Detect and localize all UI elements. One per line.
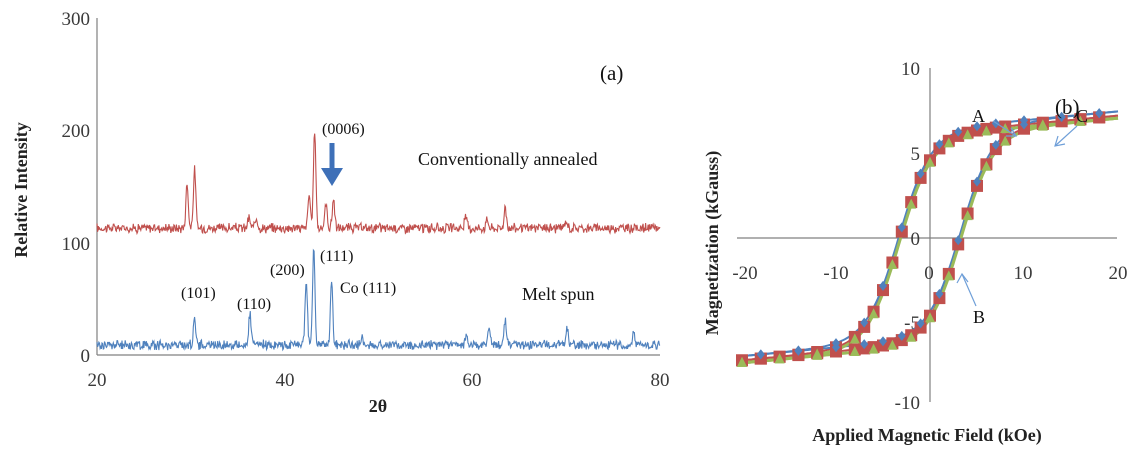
marker-b-asc-17 xyxy=(954,235,963,246)
panel-a-xtick-80: 80 xyxy=(651,370,670,391)
peak-label-101: (101) xyxy=(181,285,216,302)
curve-label-b: B xyxy=(973,307,985,327)
marker-b-desc-7 xyxy=(860,317,869,328)
marker-c-asc-16 xyxy=(943,270,954,281)
marker-b-asc-7 xyxy=(860,339,869,350)
series-melt-spun xyxy=(96,248,661,352)
panel-b-ytick-neg10: -10 xyxy=(895,393,920,414)
marker-b-desc-15 xyxy=(935,139,944,150)
marker-b-desc-17 xyxy=(954,126,963,137)
marker-c-desc-10 xyxy=(887,258,898,269)
marker-b-desc-27 xyxy=(1095,108,1104,119)
arrow-icon xyxy=(1054,125,1078,147)
panel-b-ytick-0: 0 xyxy=(911,229,921,250)
marker-b-asc-13 xyxy=(916,318,925,329)
marker-b-asc-11 xyxy=(897,330,906,341)
marker-c-desc-16 xyxy=(943,137,954,148)
panel-b-ytick-10: 10 xyxy=(901,59,920,80)
arrow-icon xyxy=(992,120,1018,137)
marker-b-desc-23 xyxy=(1020,115,1028,126)
panel-b: 10 5 0 -5 -10 -20 -10 0 10 20 Magnetizat… xyxy=(702,59,1128,446)
marker-b-asc-15 xyxy=(935,288,944,299)
marker-c-desc-18 xyxy=(962,129,973,140)
marker-b-desc-9 xyxy=(879,280,887,291)
panel-a-x-axis-label: 2θ xyxy=(369,396,387,416)
marker-c-desc-26 xyxy=(1075,115,1086,126)
marker-c-asc-8 xyxy=(868,343,879,354)
marker-c-desc-6 xyxy=(849,333,860,344)
panel-a-label: (a) xyxy=(600,61,623,85)
panel-a-ytick-0: 0 xyxy=(81,346,91,367)
panel-a-ytick-100: 100 xyxy=(62,234,91,255)
marker-c-asc-6 xyxy=(849,346,860,357)
panel-a-xtick-20: 20 xyxy=(88,370,107,391)
peak-label-co-111: Co (111) xyxy=(340,280,396,297)
marker-c-desc-4 xyxy=(812,348,823,359)
marker-c-desc-8 xyxy=(868,308,879,319)
marker-c-asc-18 xyxy=(962,210,973,221)
series-label-melt-spun: Melt spun xyxy=(522,284,595,304)
panel-a: 0 100 200 300 20 40 60 80 Relative Inten… xyxy=(11,9,670,416)
marker-b-asc-9 xyxy=(879,336,887,347)
marker-c-desc-12 xyxy=(906,198,917,209)
panel-a-xtick-60: 60 xyxy=(463,370,482,391)
marker-c-asc-22 xyxy=(1000,135,1011,146)
curve-label-c: C xyxy=(1076,106,1088,126)
panel-b-label: (b) xyxy=(1055,95,1080,119)
panel-b-xtick-20: 20 xyxy=(1109,263,1128,284)
series-conventionally-annealed xyxy=(96,133,661,236)
peak-label-200: (200) xyxy=(270,262,305,279)
panel-a-xtick-40: 40 xyxy=(276,370,295,391)
marker-b-asc-21 xyxy=(991,139,1000,150)
marker-c-asc-12 xyxy=(906,331,917,342)
marker-b-desc-1 xyxy=(756,349,765,360)
arrow-icon xyxy=(321,143,343,186)
arrow-icon xyxy=(956,272,977,307)
marker-b-desc-3 xyxy=(794,345,803,356)
marker-c-desc-24 xyxy=(1037,119,1048,130)
marker-b-desc-13 xyxy=(916,168,925,179)
marker-b-asc-19 xyxy=(973,176,981,187)
hysteresis-markers xyxy=(736,108,1106,367)
marker-c-asc-20 xyxy=(981,160,992,171)
peak-label-0006: (0006) xyxy=(322,121,365,138)
marker-c-asc-10 xyxy=(887,339,898,350)
panel-b-xtick-10: 10 xyxy=(1014,263,1033,284)
panel-a-ytick-200: 200 xyxy=(62,121,91,142)
series-label-conventionally-annealed: Conventionally annealed xyxy=(418,149,597,169)
panel-b-xtick-neg10: -10 xyxy=(823,263,848,284)
marker-b-desc-5 xyxy=(832,338,840,349)
panel-b-xtick-0: 0 xyxy=(924,263,934,284)
marker-c-desc-2 xyxy=(774,353,785,364)
panel-b-xtick-neg20: -20 xyxy=(732,263,757,284)
marker-b-desc-19 xyxy=(973,121,981,132)
panel-a-ytick-300: 300 xyxy=(62,9,91,30)
panel-b-x-axis-label: Applied Magnetic Field (kOe) xyxy=(812,425,1041,446)
peak-label-111: (111) xyxy=(320,248,353,265)
panel-b-ytick-5: 5 xyxy=(911,144,921,165)
panel-a-y-axis-label: Relative Intensity xyxy=(11,122,31,257)
marker-b-desc-25 xyxy=(1057,111,1066,122)
marker-c-desc-20 xyxy=(981,125,992,136)
marker-c-asc-14 xyxy=(925,312,935,323)
curve-label-a: A xyxy=(972,106,985,126)
marker-c-desc-14 xyxy=(925,156,935,167)
panel-b-y-axis-label: Magnetization (kGauss) xyxy=(702,151,723,336)
peak-label-110: (110) xyxy=(237,296,271,313)
marker-c-desc-0 xyxy=(737,356,747,367)
marker-b-desc-11 xyxy=(897,222,906,233)
